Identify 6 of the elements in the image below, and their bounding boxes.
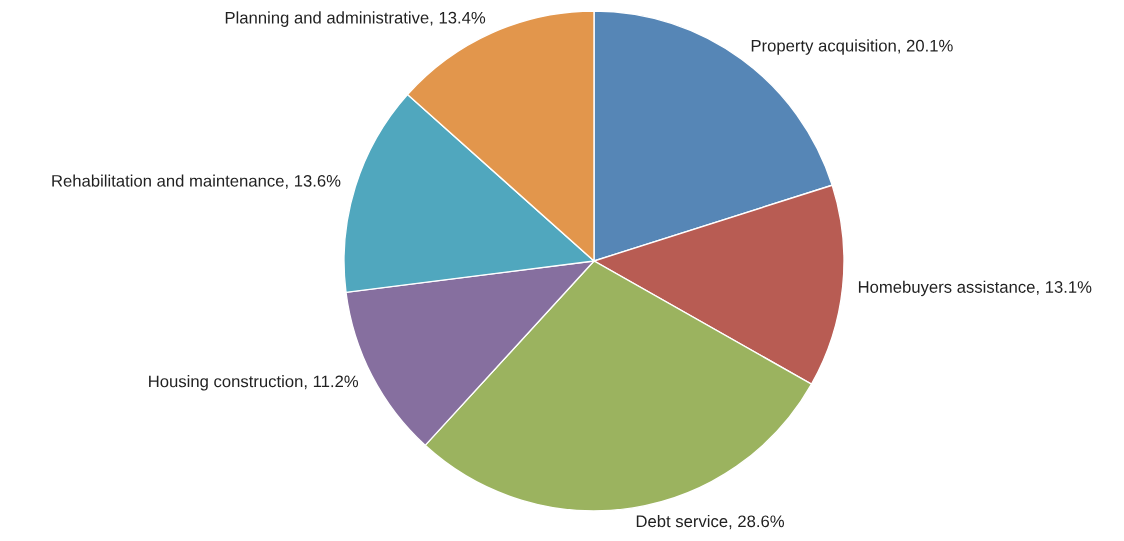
- slice-label: Debt service, 28.6%: [636, 514, 785, 530]
- slice-label: Property acquisition, 20.1%: [751, 39, 953, 55]
- slice-label: Homebuyers assistance, 13.1%: [858, 280, 1092, 297]
- slice-label: Planning and administrative, 13.4%: [225, 11, 486, 27]
- slice-label: Housing construction, 11.2%: [149, 375, 359, 391]
- slice-label: Rehabilitation and maintenance, 13.6%: [52, 174, 341, 189]
